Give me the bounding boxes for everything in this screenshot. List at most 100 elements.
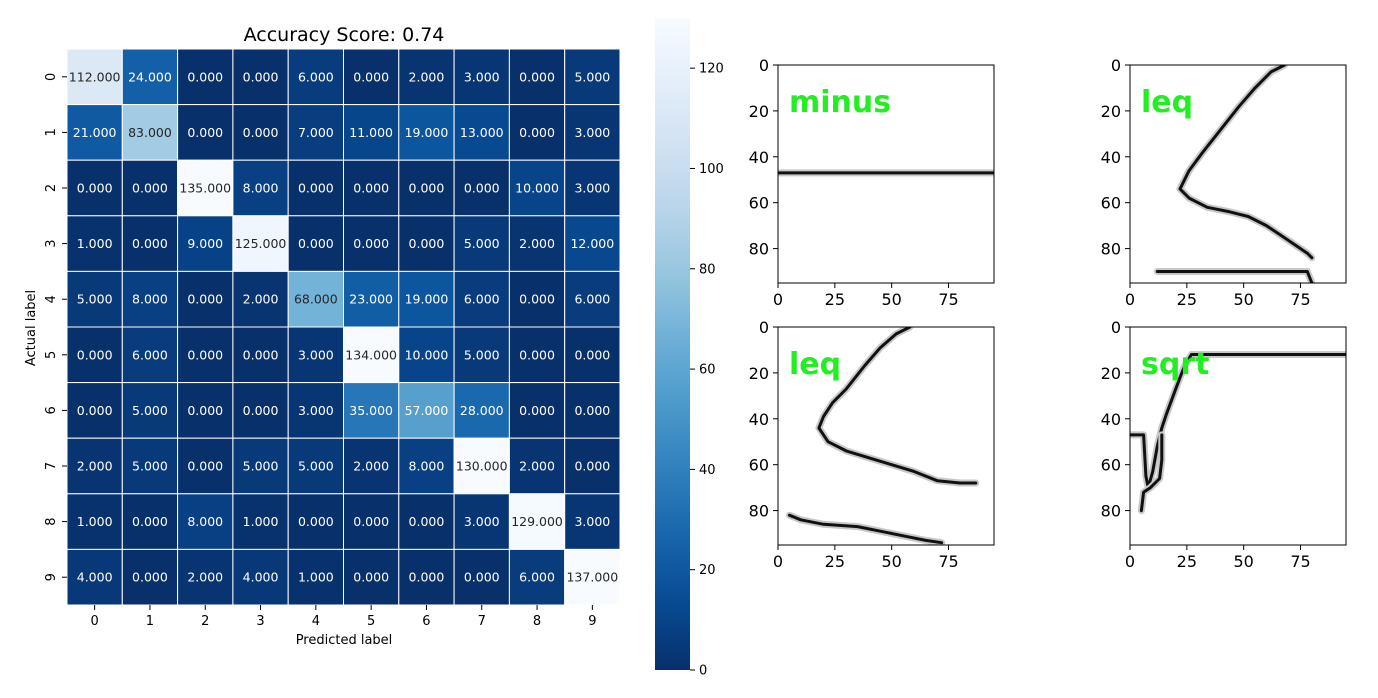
heatmap-cell-value: 6.000 (298, 69, 334, 84)
heatmap-cell (508, 104, 566, 161)
heatmap-cell-value: 0.000 (187, 347, 223, 362)
heatmap-cell (453, 48, 510, 106)
heatmap-cell (66, 548, 123, 606)
heatmap-cell (564, 493, 621, 550)
heatmap-cell-value: 0.000 (132, 570, 168, 585)
heatmap-cell-value: 0.000 (353, 236, 389, 251)
overlay-label: minus (789, 85, 891, 120)
y-tick-label: 80 (749, 240, 769, 259)
heatmap-cell (508, 548, 566, 606)
heatmap-cell (287, 437, 345, 495)
heatmap-cell-value: 6.000 (574, 292, 610, 307)
heatmap-cell-value: 0.000 (409, 181, 445, 196)
y-tick-label: 8 (44, 517, 59, 525)
x-tick-label: 2 (201, 614, 209, 629)
handwriting-stroke (787, 513, 944, 545)
colorbar: 0 20 40 60 80 100 120 (655, 18, 724, 679)
y-tick-label: 60 (1101, 194, 1121, 213)
x-tick-label: 0 (1125, 552, 1135, 571)
heatmap-cell-value: 0.000 (243, 69, 279, 84)
colorbar-gradient (655, 18, 690, 670)
heatmap-cell (508, 270, 566, 328)
y-tick-label: 20 (1101, 364, 1121, 383)
heatmap-cell-value: 3.000 (464, 514, 500, 529)
heatmap-cell-value: 0.000 (187, 69, 223, 84)
heatmap-cell-value: 0.000 (132, 236, 168, 251)
x-tick-label: 5 (367, 614, 375, 629)
y-tick-label: 20 (749, 102, 769, 121)
heatmap-cell-value: 68.000 (294, 292, 338, 307)
y-tick-label: 40 (749, 410, 769, 429)
overlay-label: leq (1141, 85, 1193, 120)
heatmap-cell-value: 3.000 (574, 514, 610, 529)
heatmap-cell-value: 24.000 (128, 69, 172, 84)
y-tick-label: 5 (44, 351, 59, 359)
x-tick-label: 1 (146, 614, 154, 629)
heatmap-cell-value: 0.000 (574, 347, 610, 362)
heatmap-cell-value: 130.000 (456, 459, 508, 474)
x-tick-label: 0 (91, 614, 99, 629)
heatmap-cell-value: 3.000 (298, 347, 334, 362)
overlay-label: sqrt (1141, 347, 1209, 382)
x-tick-label: 75 (938, 290, 958, 309)
heatmap-cell-value: 19.000 (405, 292, 449, 307)
heatmap-cell (508, 159, 566, 217)
heatmap-cell (287, 270, 345, 328)
x-tick-label: 50 (882, 552, 902, 571)
heatmap-cell (508, 326, 566, 384)
heatmap-cell-value: 21.000 (73, 125, 117, 140)
handwriting-stroke (1139, 433, 1164, 513)
heatmap-cell-value: 8.000 (409, 459, 445, 474)
heatmap-cell-value: 0.000 (574, 403, 610, 418)
x-tick-label: 25 (1177, 552, 1197, 571)
heatmap-cell-value: 3.000 (574, 125, 610, 140)
y-tick-label: 60 (749, 456, 769, 475)
y-tick-label: 7 (44, 462, 59, 470)
x-tick-label: 25 (825, 552, 845, 571)
y-tick-label: 80 (749, 502, 769, 521)
heatmap-cell (398, 548, 455, 606)
heatmap-cell-value: 1.000 (298, 570, 334, 585)
colorbar-tick-label: 80 (699, 262, 716, 277)
heatmap-cell-value: 137.000 (566, 570, 618, 585)
x-tick-label: 0 (773, 290, 783, 309)
panel-frame (777, 64, 995, 284)
heatmap-cell-value: 0.000 (243, 347, 279, 362)
heatmap-cell-value: 0.000 (353, 514, 389, 529)
heatmap-cell-value: 1.000 (77, 236, 113, 251)
y-tick-label: 9 (44, 573, 59, 581)
y-tick-label: 20 (1101, 102, 1121, 121)
heatmap-cell-value: 6.000 (132, 347, 168, 362)
heatmap-cell-value: 0.000 (519, 125, 555, 140)
heatmap-cell (177, 159, 234, 217)
y-tick-label: 40 (1101, 410, 1121, 429)
heatmap-cell (398, 270, 455, 328)
heatmap-cell (121, 493, 179, 550)
heatmap-cell-value: 0.000 (243, 403, 279, 418)
y-tick-label: 80 (1101, 240, 1121, 259)
x-tick-label: 7 (478, 614, 486, 629)
y-tick-label: 0 (759, 56, 769, 75)
heatmap-xlabel: Predicted label (296, 633, 393, 648)
image-panel: leq 0 25 50 75 0 20 40 60 80 (1101, 56, 1347, 309)
heatmap-cell-value: 0.000 (187, 459, 223, 474)
heatmap-cell-value: 0.000 (187, 403, 223, 418)
x-tick-label: 6 (422, 614, 430, 629)
heatmap-cell-value: 2.000 (409, 69, 445, 84)
heatmap-cell-value: 5.000 (132, 459, 168, 474)
x-tick-label: 75 (1290, 552, 1310, 571)
heatmap-cell (343, 270, 400, 328)
heatmap-cell (232, 104, 289, 161)
heatmap-cell-value: 5.000 (77, 292, 113, 307)
heatmap-cell-value: 0.000 (298, 514, 334, 529)
heatmap-cell-value: 5.000 (464, 347, 500, 362)
heatmap-cell-value: 0.000 (519, 347, 555, 362)
heatmap-cell (343, 104, 400, 161)
heatmap-cell-value: 3.000 (298, 403, 334, 418)
heatmap-cell-value: 57.000 (405, 403, 449, 418)
heatmap-cell-value: 11.000 (349, 125, 393, 140)
heatmap-cell-value: 19.000 (405, 125, 449, 140)
heatmap-cell (453, 270, 510, 328)
x-tick-label: 0 (1125, 290, 1135, 309)
